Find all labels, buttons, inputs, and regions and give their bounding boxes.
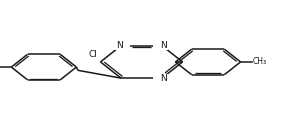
Text: N: N bbox=[160, 41, 167, 50]
Text: N: N bbox=[116, 41, 123, 50]
Text: Cl: Cl bbox=[89, 50, 98, 59]
Text: CH₃: CH₃ bbox=[252, 57, 266, 66]
Text: N: N bbox=[160, 74, 167, 83]
